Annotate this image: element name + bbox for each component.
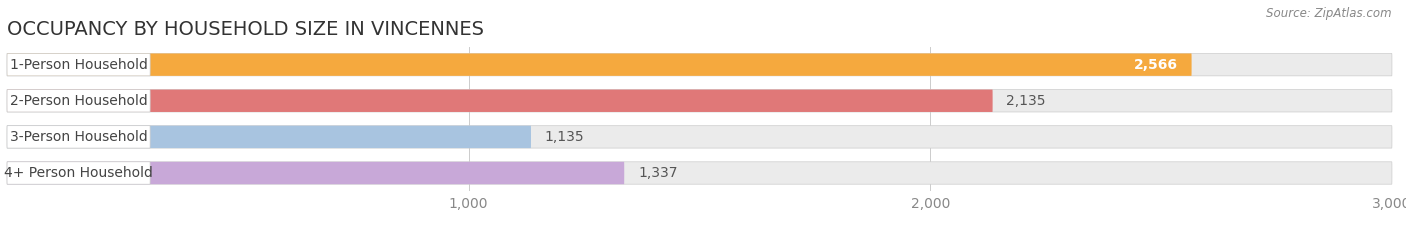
FancyBboxPatch shape (7, 53, 1192, 76)
FancyBboxPatch shape (7, 89, 1392, 112)
Text: 1,135: 1,135 (546, 130, 585, 144)
FancyBboxPatch shape (7, 53, 150, 76)
FancyBboxPatch shape (7, 162, 624, 184)
FancyBboxPatch shape (7, 89, 993, 112)
FancyBboxPatch shape (7, 126, 1392, 148)
Text: 1-Person Household: 1-Person Household (10, 58, 148, 72)
Text: Source: ZipAtlas.com: Source: ZipAtlas.com (1267, 7, 1392, 20)
Text: 2-Person Household: 2-Person Household (10, 94, 148, 108)
FancyBboxPatch shape (7, 126, 531, 148)
FancyBboxPatch shape (7, 89, 150, 112)
FancyBboxPatch shape (7, 126, 150, 148)
FancyBboxPatch shape (7, 53, 1392, 76)
Text: 2,135: 2,135 (1007, 94, 1046, 108)
Text: 3-Person Household: 3-Person Household (10, 130, 148, 144)
Text: 2,566: 2,566 (1133, 58, 1178, 72)
Text: 4+ Person Household: 4+ Person Household (4, 166, 153, 180)
FancyBboxPatch shape (7, 162, 150, 184)
Text: OCCUPANCY BY HOUSEHOLD SIZE IN VINCENNES: OCCUPANCY BY HOUSEHOLD SIZE IN VINCENNES (7, 21, 484, 39)
FancyBboxPatch shape (7, 162, 1392, 184)
Text: 1,337: 1,337 (638, 166, 678, 180)
